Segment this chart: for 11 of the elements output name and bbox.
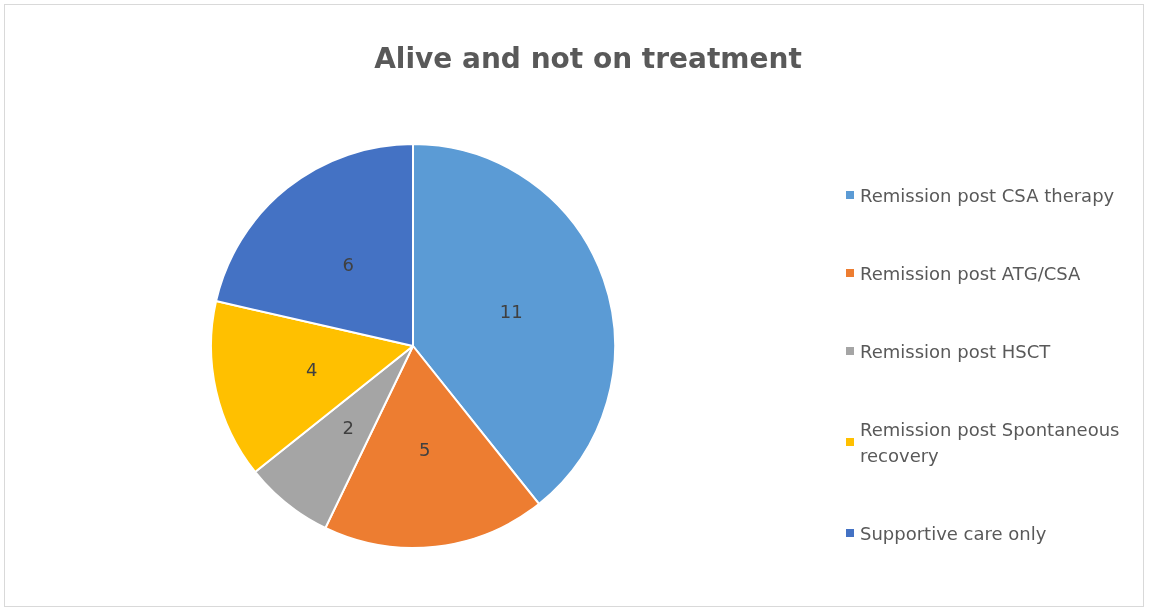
legend-label: Remission post HSCT bbox=[860, 340, 1052, 362]
legend-label: Remission post CSA therapy bbox=[860, 184, 1115, 206]
legend-label: Remission post ATG/CSA bbox=[860, 262, 1082, 284]
data-label: 5 bbox=[418, 438, 431, 460]
legend-label: Supportive care only bbox=[860, 522, 1047, 544]
chart-title: Alive and not on treatment bbox=[374, 41, 802, 75]
data-label: 2 bbox=[342, 416, 354, 438]
data-label: 4 bbox=[305, 358, 318, 380]
data-label: 6 bbox=[342, 254, 354, 276]
legend-label: Remission post Spontaneous recovery bbox=[860, 418, 1126, 466]
data-label: 11 bbox=[499, 301, 523, 323]
